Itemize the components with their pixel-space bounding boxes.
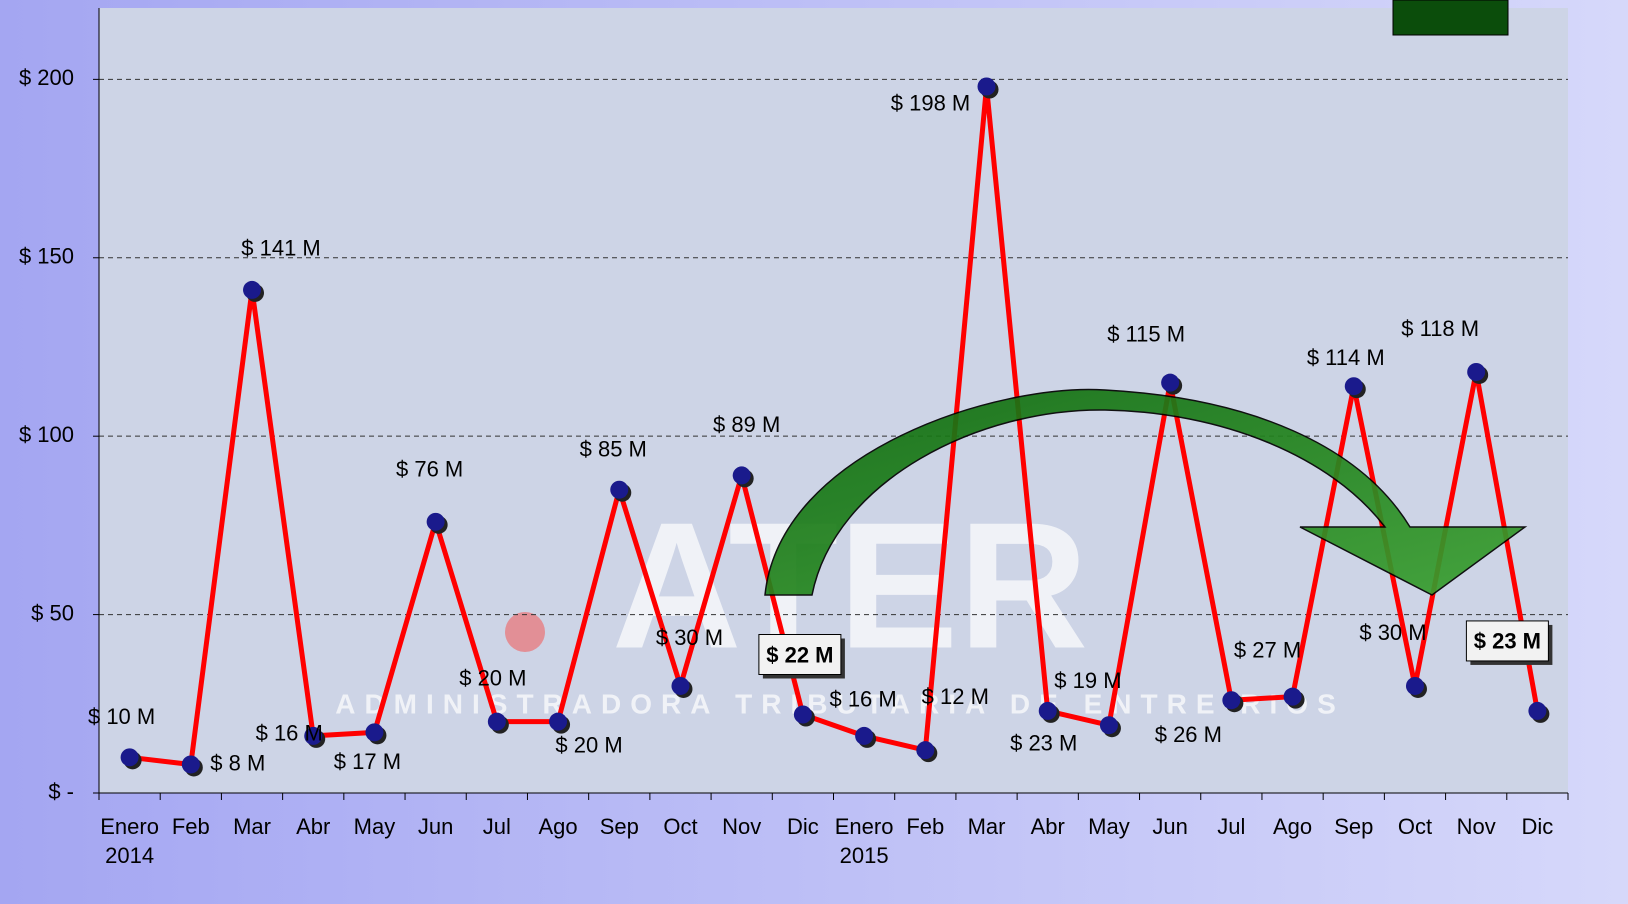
x-tick-label: Ago: [538, 814, 577, 839]
value-label: $ 8 M: [210, 750, 265, 775]
x-tick-label: Jul: [1217, 814, 1245, 839]
value-label: $ 30 M: [656, 625, 723, 650]
marker: [855, 726, 874, 745]
marker: [181, 755, 200, 774]
value-label: $ 22 M: [766, 642, 833, 667]
marker: [1405, 676, 1424, 695]
x-tick-label: Dic: [787, 814, 819, 839]
x-tick-label: Abr: [296, 814, 330, 839]
marker: [610, 480, 629, 499]
value-label: $ 118 M: [1401, 316, 1479, 341]
y-tick-label: $ 150: [19, 244, 74, 269]
marker: [1528, 701, 1547, 720]
x-tick-label: Dic: [1522, 814, 1554, 839]
marker: [732, 466, 751, 485]
trend-arrow: [764, 388, 1528, 596]
marker: [365, 723, 384, 742]
value-label: $ 23 M: [1010, 731, 1077, 756]
label-box: [1465, 620, 1549, 662]
marker: [671, 676, 690, 695]
value-label: $ 30 M: [1359, 620, 1426, 645]
x-tick-label: Jun: [1152, 814, 1187, 839]
value-label: $ 114 M: [1307, 345, 1385, 370]
marker: [977, 77, 996, 96]
value-label: $ 10 M: [88, 704, 155, 729]
value-label: $ 16 M: [829, 687, 896, 712]
x-tick-label: Feb: [172, 814, 210, 839]
label-box: [758, 634, 842, 675]
watermark-subtitle: ADMINISTRADORA TRIBUTARIA DE ENTRE RIOS: [335, 688, 1345, 719]
x-tick-label: Jul: [483, 814, 511, 839]
watermark-dot: [505, 612, 545, 652]
x-tick-label: May: [354, 814, 396, 839]
x-tick-label: Oct: [663, 814, 697, 839]
x-tick-label: Enero 2015: [835, 814, 894, 868]
marker: [1344, 377, 1363, 396]
marker: [1222, 691, 1241, 710]
x-tick-label: Ago: [1273, 814, 1312, 839]
value-label: $ 23 M: [1474, 629, 1541, 654]
marker: [549, 712, 568, 731]
value-label: $ 26 M: [1155, 722, 1222, 747]
marker: [916, 741, 935, 760]
value-label: $ 16 M: [256, 721, 323, 746]
x-tick-label: Nov: [1457, 814, 1496, 839]
value-label: $ 198 M: [891, 90, 971, 115]
marker: [1038, 701, 1057, 720]
value-label: $ 20 M: [459, 665, 526, 690]
value-label: $ 20 M: [555, 732, 622, 757]
x-tick-label: Sep: [1334, 814, 1373, 839]
marker: [243, 280, 262, 299]
y-tick-label: $ -: [48, 779, 74, 804]
value-label: $ 85 M: [580, 437, 647, 462]
marker: [120, 748, 139, 767]
x-tick-label: Mar: [968, 814, 1006, 839]
y-tick-label: $ 100: [19, 422, 74, 447]
marker: [426, 512, 445, 531]
value-label: $ 141 M: [241, 236, 321, 261]
marker: [793, 705, 812, 724]
value-label: $ 17 M: [334, 749, 401, 774]
value-label: $ 115 M: [1107, 321, 1185, 346]
x-tick-label: May: [1088, 814, 1130, 839]
marker: [1099, 716, 1118, 735]
x-tick-label: Mar: [233, 814, 271, 839]
x-tick-label: Abr: [1031, 814, 1065, 839]
x-tick-label: Nov: [722, 814, 761, 839]
marker: [1467, 362, 1486, 381]
marker: [487, 712, 506, 731]
value-label: $ 76 M: [396, 457, 463, 482]
marker: [304, 726, 323, 745]
value-label: $ 27 M: [1234, 637, 1301, 662]
line: [129, 84, 1540, 767]
x-tick-label: Enero 2014: [100, 814, 159, 868]
value-label: $ 12 M: [922, 684, 989, 709]
x-tick-label: Sep: [600, 814, 639, 839]
value-label: $ 89 M: [713, 412, 780, 437]
x-tick-label: Oct: [1398, 814, 1432, 839]
marker: [1161, 373, 1180, 392]
y-tick-label: $ 50: [31, 600, 74, 625]
corner-box: [1392, 0, 1509, 36]
x-tick-label: Jun: [418, 814, 453, 839]
y-tick-label: $ 200: [19, 65, 74, 90]
value-label: $ 19 M: [1054, 668, 1121, 693]
x-tick-label: Feb: [906, 814, 944, 839]
marker: [1283, 687, 1302, 706]
